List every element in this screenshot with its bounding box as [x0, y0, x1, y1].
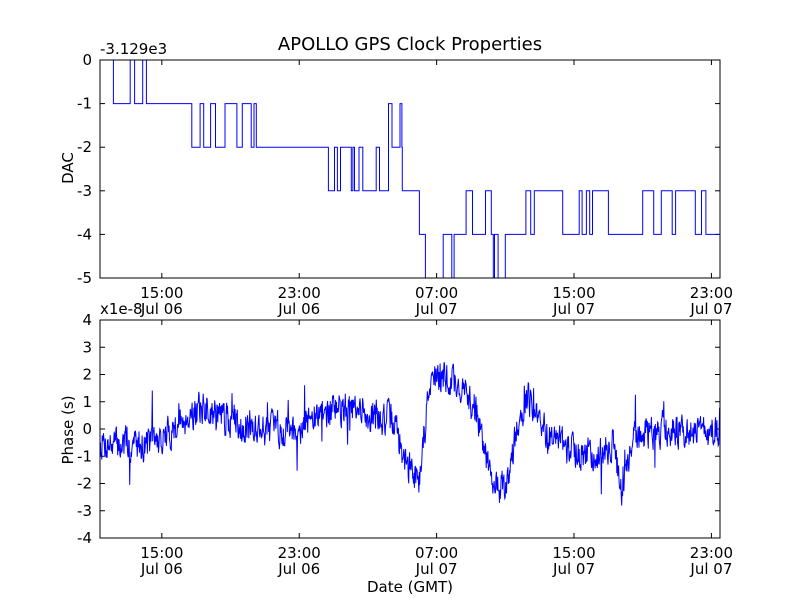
- ytick-label: -1: [77, 95, 92, 113]
- ytick-label: -5: [77, 269, 92, 287]
- xtick-date-label: Jul 07: [689, 560, 732, 578]
- xtick-date-label: Jul 06: [277, 300, 320, 318]
- ytick-label: 4: [82, 311, 92, 329]
- xtick-date-label: Jul 07: [689, 300, 732, 318]
- xtick-time-label: 23:00: [278, 544, 321, 562]
- dac-axes-frame: [99, 59, 721, 279]
- phase-xlabel: Date (GMT): [367, 578, 453, 596]
- ytick-label: 2: [82, 366, 92, 384]
- xtick-date-label: Jul 07: [552, 560, 595, 578]
- phase-series-line: [100, 362, 720, 506]
- xtick-time-label: 07:00: [415, 284, 458, 302]
- phase-ylabel: Phase (s): [59, 395, 77, 464]
- xtick-date-label: Jul 06: [140, 300, 183, 318]
- ytick-label: -2: [77, 138, 92, 156]
- xtick-time-label: 15:00: [552, 284, 595, 302]
- xtick-date-label: Jul 06: [277, 560, 320, 578]
- xtick-date-label: Jul 07: [552, 300, 595, 318]
- ytick-label: -1: [77, 447, 92, 465]
- ytick-label: -4: [77, 225, 92, 243]
- xtick-date-label: Jul 07: [415, 300, 458, 318]
- xtick-date-label: Jul 07: [415, 560, 458, 578]
- ytick-label: 0: [82, 420, 92, 438]
- phase-axes-frame: [99, 319, 721, 539]
- phase-offset-label: x1e-8: [100, 300, 143, 318]
- ytick-label: 3: [82, 338, 92, 356]
- phase-line-group: [100, 362, 720, 506]
- xtick-date-label: Jul 06: [140, 560, 183, 578]
- xtick-time-label: 23:00: [690, 284, 733, 302]
- ytick-label: -4: [77, 529, 92, 547]
- ytick-label: 0: [82, 51, 92, 69]
- ytick-label: -3: [77, 182, 92, 200]
- ytick-label: -2: [77, 475, 92, 493]
- xtick-time-label: 23:00: [690, 544, 733, 562]
- xtick-time-label: 23:00: [278, 284, 321, 302]
- ytick-label: 1: [82, 393, 92, 411]
- dac-line-group: [100, 60, 720, 278]
- dac-offset-label: -3.129e3: [100, 40, 167, 58]
- xtick-time-label: 07:00: [415, 544, 458, 562]
- xtick-time-label: 15:00: [140, 284, 183, 302]
- dac-ylabel: DAC: [59, 152, 77, 184]
- xtick-time-label: 15:00: [552, 544, 595, 562]
- xtick-time-label: 15:00: [140, 544, 183, 562]
- chart-title: APOLLO GPS Clock Properties: [278, 34, 542, 55]
- dac-series-line: [100, 60, 720, 278]
- ytick-label: -3: [77, 502, 92, 520]
